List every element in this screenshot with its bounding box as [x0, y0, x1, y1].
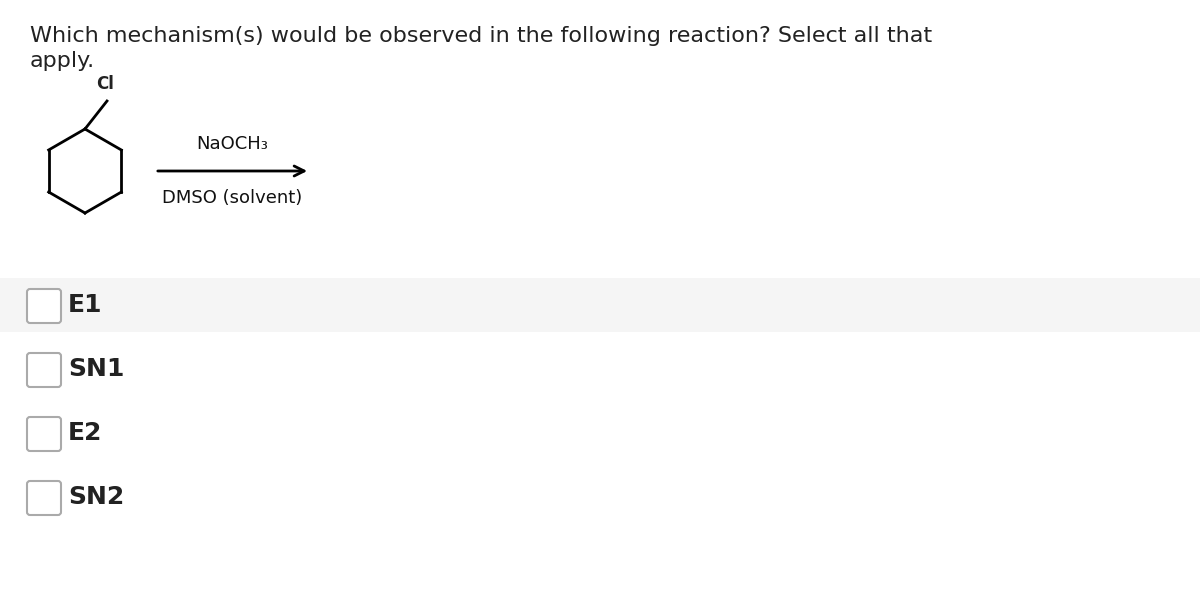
FancyBboxPatch shape [28, 481, 61, 515]
Text: NaOCH₃: NaOCH₃ [197, 135, 269, 153]
Text: SN1: SN1 [68, 357, 125, 381]
Text: E2: E2 [68, 421, 102, 445]
FancyBboxPatch shape [0, 278, 1200, 332]
Text: apply.: apply. [30, 51, 95, 71]
FancyBboxPatch shape [28, 353, 61, 387]
Text: DMSO (solvent): DMSO (solvent) [162, 189, 302, 207]
Text: Cl: Cl [96, 75, 114, 93]
Text: Which mechanism(s) would be observed in the following reaction? Select all that: Which mechanism(s) would be observed in … [30, 26, 932, 46]
Text: E1: E1 [68, 293, 102, 317]
Text: SN2: SN2 [68, 485, 125, 509]
FancyBboxPatch shape [28, 289, 61, 323]
FancyBboxPatch shape [28, 417, 61, 451]
